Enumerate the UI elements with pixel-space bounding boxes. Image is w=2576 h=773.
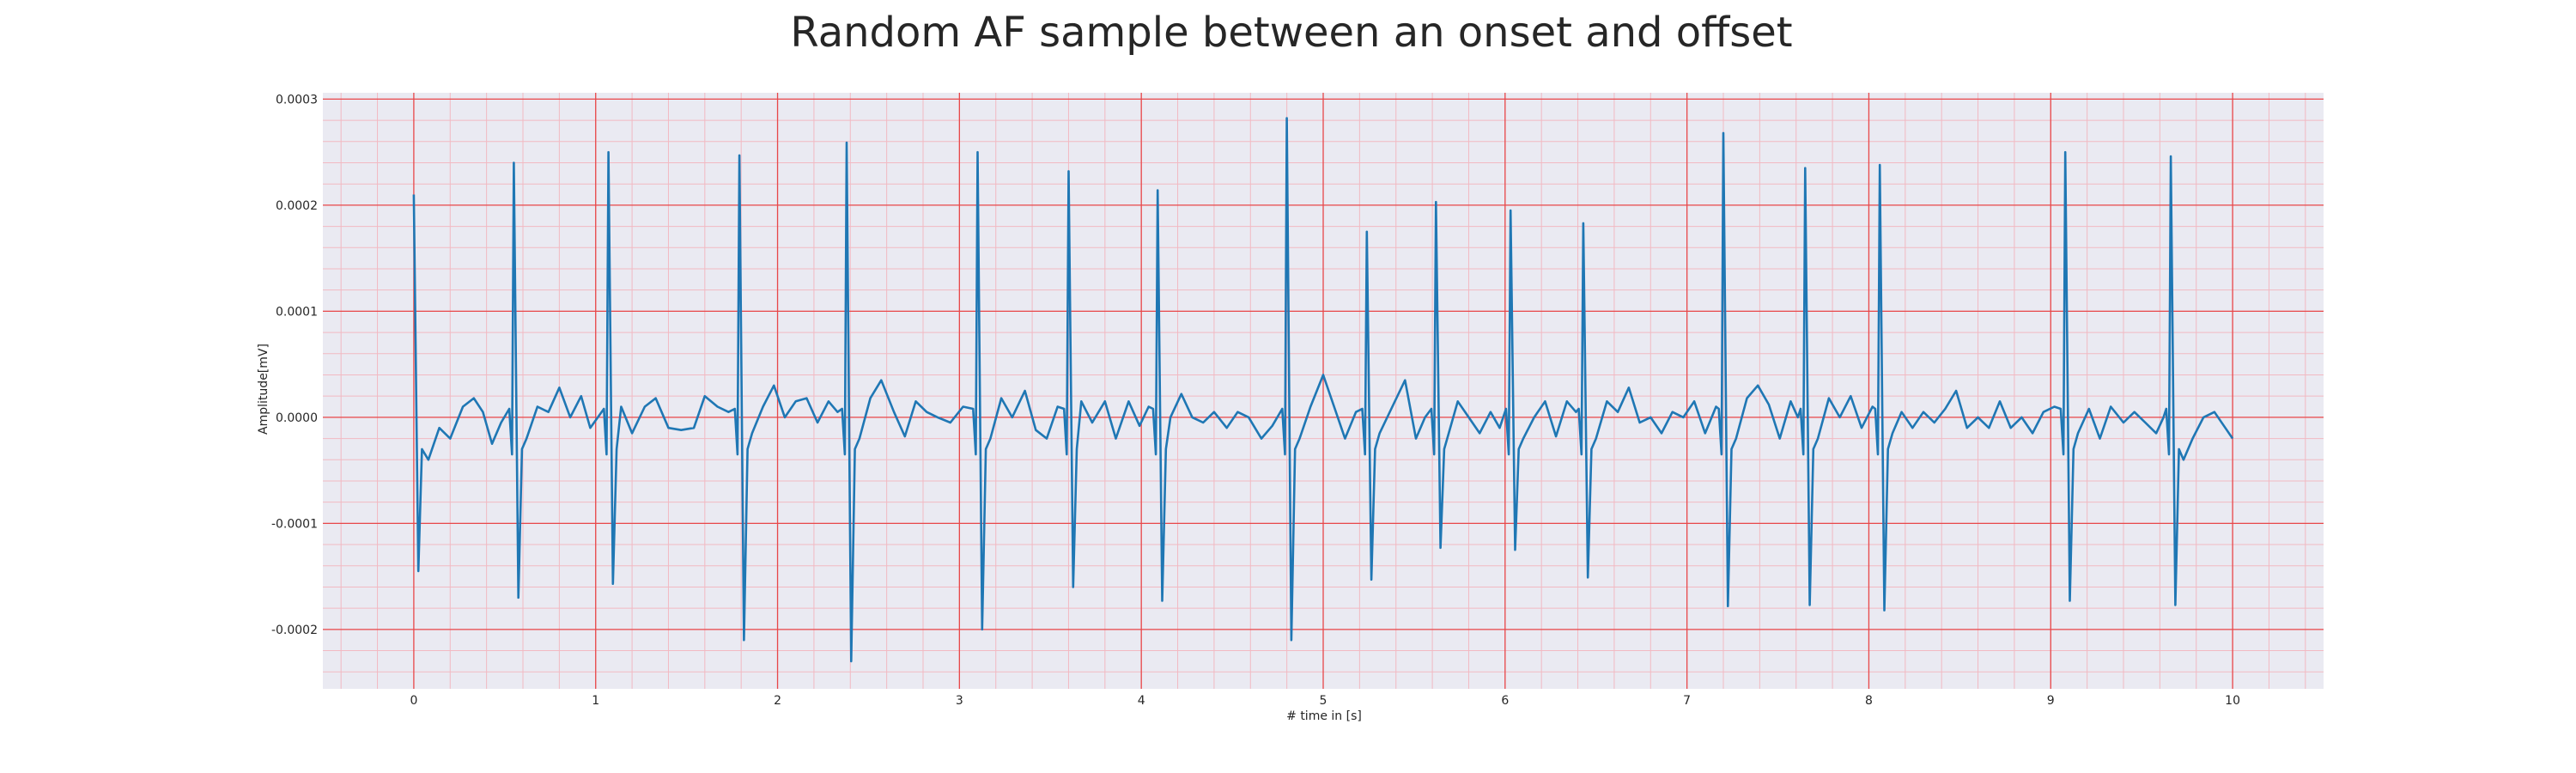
x-tick-label: 10 — [2225, 694, 2240, 708]
y-tick-label: 0.0001 — [276, 305, 318, 319]
y-tick-label: 0.0003 — [276, 93, 318, 107]
x-tick-label: 2 — [774, 694, 781, 708]
x-tick-label: 3 — [956, 694, 963, 708]
x-tick-label: 6 — [1501, 694, 1509, 708]
chart-title: Random AF sample between an onset and of… — [790, 9, 1792, 57]
x-tick-label: 9 — [2047, 694, 2055, 708]
y-axis-label: Amplitude[mV] — [257, 344, 270, 435]
major-grid — [323, 93, 2324, 689]
ecg-signal-line — [412, 117, 2234, 663]
y-tick-label: 0.0002 — [276, 199, 318, 213]
x-axis-label: # time in [s] — [1286, 709, 1362, 723]
y-axis-ticks: -0.0002 -0.0001 0.0000 0.0001 0.0002 0.0003 — [271, 93, 318, 636]
y-tick-label: -0.0001 — [271, 517, 318, 531]
y-tick-label: -0.0002 — [271, 624, 318, 637]
x-axis-ticks: 0 1 2 3 4 5 6 7 8 9 10 — [410, 694, 2240, 708]
y-tick-label: 0.0000 — [276, 411, 318, 425]
x-tick-label: 7 — [1683, 694, 1691, 708]
x-tick-label: 1 — [592, 694, 599, 708]
x-tick-label: 0 — [410, 694, 417, 708]
x-tick-label: 8 — [1865, 694, 1873, 708]
x-tick-label: 5 — [1320, 694, 1327, 708]
x-tick-label: 4 — [1138, 694, 1145, 708]
